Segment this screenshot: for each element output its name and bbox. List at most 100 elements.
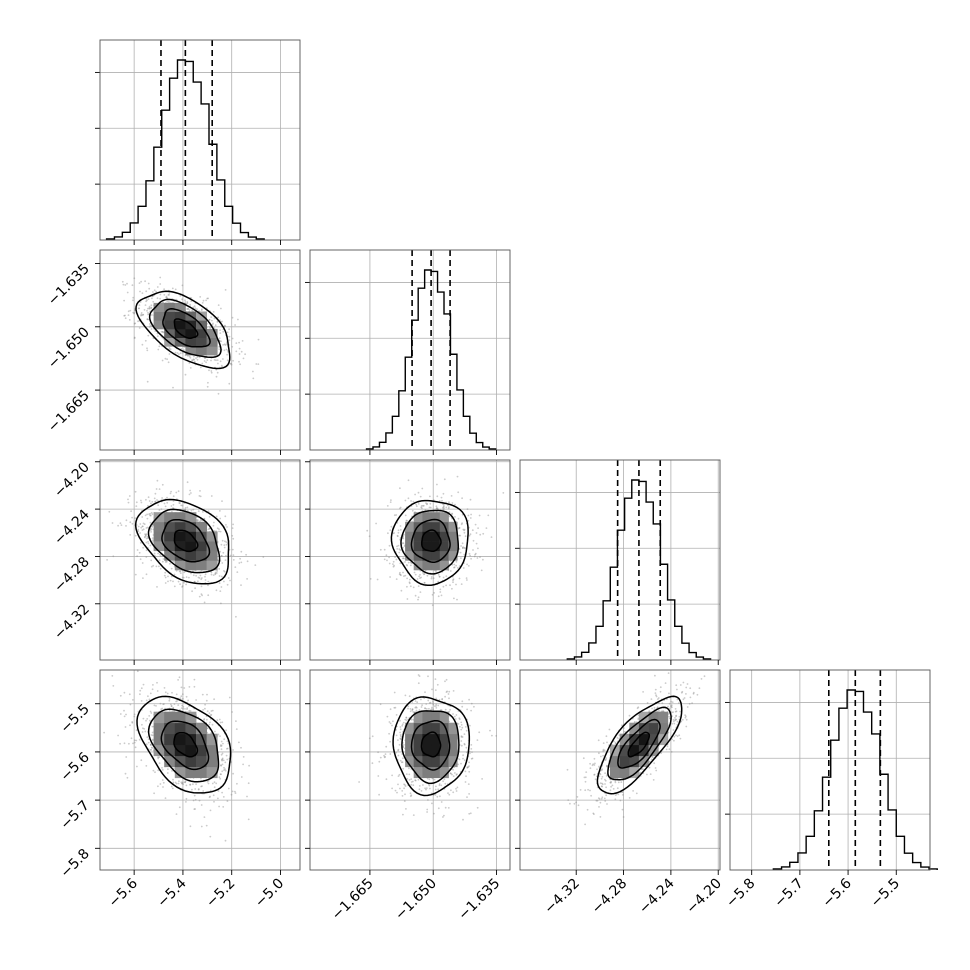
density-cell (405, 541, 415, 552)
sample-point (438, 784, 441, 787)
sample-point (405, 808, 407, 810)
sample-point (150, 531, 153, 533)
density-cell (196, 722, 207, 735)
sample-point (392, 560, 395, 563)
sample-point (407, 479, 410, 482)
sample-point (145, 549, 148, 552)
sample-point (128, 693, 131, 696)
sample-point (151, 747, 154, 749)
density-cell (185, 733, 197, 746)
sample-point (219, 517, 222, 520)
density-cell (422, 722, 432, 735)
sample-point (221, 721, 224, 724)
sample-point (191, 590, 194, 593)
sample-point (449, 772, 452, 775)
sample-point (121, 280, 124, 283)
sample-point (210, 571, 213, 574)
sample-point (403, 787, 405, 790)
sample-point (139, 523, 142, 525)
sample-point (127, 498, 129, 501)
density-cell (439, 711, 449, 724)
sample-point (225, 554, 227, 557)
sample-point (221, 500, 223, 502)
density-cell (153, 733, 165, 746)
sample-point (232, 554, 235, 556)
density-cell (196, 755, 207, 768)
sample-point (218, 528, 220, 530)
sample-point (199, 574, 202, 577)
sample-point (429, 495, 431, 498)
contour-level-2 (160, 720, 210, 771)
sample-point (452, 713, 454, 715)
sample-point (476, 557, 479, 559)
sample-point (133, 277, 136, 280)
sample-point (481, 778, 483, 780)
sample-point (221, 555, 223, 557)
sample-point (221, 763, 224, 766)
sample-point (168, 699, 171, 702)
sample-point (415, 503, 418, 506)
sample-point (400, 735, 402, 738)
sample-point (397, 544, 400, 547)
sample-point (462, 567, 465, 569)
sample-point (177, 782, 180, 785)
sample-point (142, 313, 144, 316)
sample-point (149, 744, 152, 746)
sample-point (142, 577, 144, 579)
sample-point (423, 573, 426, 575)
sample-point (133, 322, 136, 325)
sample-point (614, 794, 617, 796)
sample-point (435, 570, 437, 573)
sample-point (425, 787, 428, 789)
sample-point (458, 718, 461, 721)
sample-point (234, 792, 237, 794)
sample-point (399, 573, 402, 576)
sample-point (409, 561, 412, 564)
sample-point (198, 799, 201, 802)
sample-point (123, 742, 126, 745)
density-cell (413, 711, 423, 724)
sample-point (146, 349, 149, 352)
sample-point (241, 340, 244, 342)
sample-point (223, 349, 226, 352)
sample-point (209, 714, 212, 717)
sample-point (428, 707, 430, 710)
density-cell (164, 550, 176, 561)
sample-point (231, 790, 234, 793)
sample-point (469, 554, 471, 557)
sample-point (469, 498, 472, 501)
sample-point (461, 497, 463, 500)
sample-point (215, 359, 217, 362)
density-cell (174, 521, 186, 532)
sample-point (191, 309, 193, 312)
sample-point (229, 579, 231, 582)
sample-point (404, 718, 407, 721)
sample-point (487, 514, 490, 517)
density-cell (185, 766, 197, 779)
sample-point (201, 519, 203, 522)
sample-point (463, 547, 466, 549)
sample-point (125, 519, 128, 522)
sample-point (222, 358, 224, 360)
sample-point (178, 806, 181, 809)
sample-point (378, 793, 380, 796)
sample-point (138, 738, 141, 741)
sample-point (146, 380, 149, 383)
sample-point (158, 488, 161, 490)
contour-level-4 (136, 695, 232, 794)
sample-point (443, 508, 445, 510)
sample-point (456, 475, 459, 478)
sample-point (675, 714, 678, 717)
sample-point (411, 509, 414, 512)
sample-point (397, 739, 399, 741)
sample-point (193, 794, 196, 797)
sample-point (396, 791, 398, 794)
sample-point (188, 362, 191, 364)
sample-point (440, 801, 443, 803)
contour-level-1 (173, 318, 199, 339)
sample-point (464, 535, 467, 538)
sample-point (172, 507, 174, 509)
sample-point (419, 577, 421, 579)
sample-point (444, 782, 447, 785)
sample-point (220, 602, 222, 605)
